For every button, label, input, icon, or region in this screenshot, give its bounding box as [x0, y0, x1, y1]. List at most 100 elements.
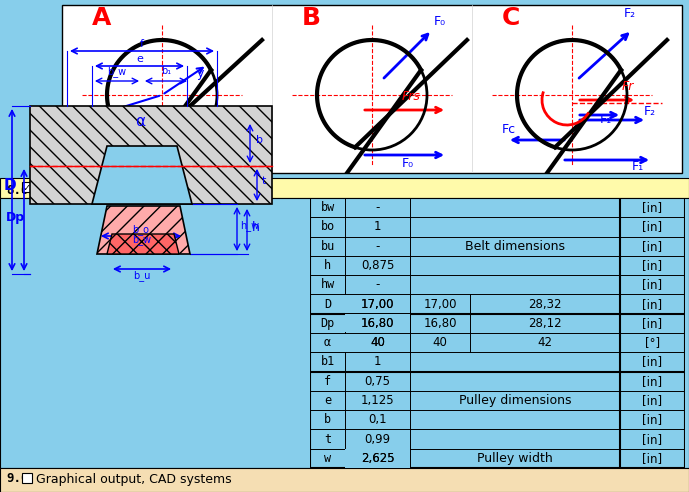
Text: Dp: Dp: [6, 211, 25, 224]
Text: -: -: [376, 201, 380, 214]
Text: Fc: Fc: [502, 123, 516, 136]
Text: 16,80: 16,80: [361, 317, 394, 330]
Text: 17,00: 17,00: [361, 298, 394, 310]
Text: [in]: [in]: [642, 413, 663, 426]
Bar: [62, 5, 682, 173]
Bar: [22, 473, 32, 483]
Text: e: e: [136, 54, 143, 64]
Text: [in]: [in]: [642, 355, 663, 369]
Text: F₂: F₂: [644, 105, 656, 118]
Text: t: t: [324, 432, 331, 446]
Text: Dp: Dp: [320, 317, 335, 330]
Text: b_o: b_o: [132, 224, 150, 236]
Text: bo: bo: [320, 220, 335, 233]
Text: 1: 1: [373, 220, 381, 233]
Text: [in]: [in]: [642, 240, 663, 253]
Text: C: C: [502, 6, 520, 30]
Text: 17,00: 17,00: [361, 298, 394, 310]
Text: b: b: [256, 135, 263, 145]
Polygon shape: [107, 234, 179, 254]
Text: w: w: [324, 452, 331, 465]
Bar: [22, 182, 32, 192]
Text: h_w: h_w: [240, 220, 259, 231]
Text: Pulley and belts dimensions: Pulley and belts dimensions: [36, 184, 233, 196]
Text: B: B: [302, 6, 321, 30]
Text: x: x: [90, 113, 97, 126]
Text: D: D: [4, 178, 17, 193]
Text: [°]: [°]: [645, 336, 660, 349]
Text: bu: bu: [320, 240, 335, 253]
Text: [in]: [in]: [642, 298, 663, 310]
Text: 16,80: 16,80: [423, 317, 457, 330]
Text: 0,1: 0,1: [368, 413, 387, 426]
Text: 40: 40: [370, 336, 385, 349]
Bar: [345, 314, 410, 333]
Text: y: y: [197, 67, 205, 80]
Bar: [345, 449, 410, 467]
Text: h: h: [324, 259, 331, 272]
Text: F₁: F₁: [632, 160, 644, 173]
Text: Graphical output, CAD systems: Graphical output, CAD systems: [36, 472, 232, 486]
Text: b1: b1: [320, 355, 335, 369]
Text: 28,32: 28,32: [528, 298, 562, 310]
Text: f: f: [140, 39, 144, 49]
Text: [in]: [in]: [642, 259, 663, 272]
Text: 9.0: 9.0: [6, 472, 28, 486]
Text: 16,80: 16,80: [361, 317, 394, 330]
Text: [in]: [in]: [642, 317, 663, 330]
Text: α: α: [324, 336, 331, 349]
Text: [in]: [in]: [642, 278, 663, 291]
Text: [in]: [in]: [642, 220, 663, 233]
Text: 40: 40: [370, 336, 385, 349]
Text: [in]: [in]: [642, 201, 663, 214]
Text: 0,75: 0,75: [364, 375, 391, 388]
Text: α: α: [135, 114, 145, 129]
Text: h: h: [252, 221, 260, 234]
Bar: [0, 178, 689, 198]
Text: [in]: [in]: [642, 452, 663, 465]
Text: 1,125: 1,125: [360, 394, 394, 407]
Text: [in]: [in]: [642, 394, 663, 407]
Text: F₀: F₀: [402, 157, 414, 170]
Text: [in]: [in]: [642, 375, 663, 388]
Text: Belt dimensions: Belt dimensions: [465, 240, 565, 253]
Text: b: b: [324, 413, 331, 426]
Text: 2,625: 2,625: [360, 452, 394, 465]
Polygon shape: [97, 206, 190, 254]
Text: -: -: [376, 278, 380, 291]
Text: A: A: [92, 6, 112, 30]
Text: b_u: b_u: [133, 271, 151, 281]
Polygon shape: [30, 106, 272, 204]
Text: ✓: ✓: [23, 183, 31, 193]
Text: 40: 40: [433, 336, 447, 349]
Bar: [0, 468, 689, 492]
Text: Fr: Fr: [622, 80, 635, 93]
Text: F₂: F₂: [624, 7, 636, 20]
Text: hw: hw: [320, 278, 335, 291]
Text: 2,625: 2,625: [360, 452, 394, 465]
Polygon shape: [92, 146, 192, 204]
Text: 1: 1: [373, 355, 381, 369]
Text: b₁: b₁: [161, 66, 171, 76]
Text: b_w: b_w: [132, 235, 152, 246]
Text: t: t: [262, 176, 267, 186]
Bar: [0, 198, 689, 468]
Text: bw: bw: [320, 201, 335, 214]
Text: f: f: [324, 375, 331, 388]
Text: 0,875: 0,875: [361, 259, 394, 272]
Text: Pulley dimensions: Pulley dimensions: [459, 394, 571, 407]
Text: e: e: [324, 394, 331, 407]
Text: Frs: Frs: [402, 90, 421, 103]
Bar: [345, 295, 410, 313]
Text: F₀: F₀: [434, 15, 446, 28]
Bar: [345, 334, 410, 352]
Text: [in]: [in]: [642, 432, 663, 446]
Text: Pulley width: Pulley width: [477, 452, 553, 465]
Text: 42: 42: [537, 336, 553, 349]
Text: F₁: F₁: [600, 113, 612, 126]
Text: 8.0: 8.0: [6, 184, 28, 196]
Text: 17,00: 17,00: [423, 298, 457, 310]
Text: D: D: [324, 298, 331, 310]
Text: 28,12: 28,12: [528, 317, 562, 330]
Text: b_w: b_w: [107, 66, 127, 77]
